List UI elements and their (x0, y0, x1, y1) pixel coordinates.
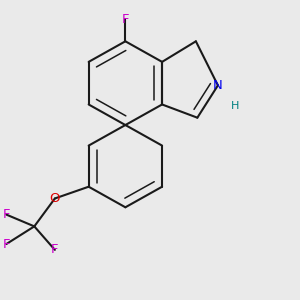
Text: F: F (122, 13, 129, 26)
Text: F: F (3, 238, 10, 250)
Text: O: O (50, 192, 60, 205)
Text: F: F (51, 243, 59, 256)
Text: H: H (231, 101, 240, 111)
Text: F: F (3, 208, 10, 221)
Text: N: N (213, 79, 223, 92)
